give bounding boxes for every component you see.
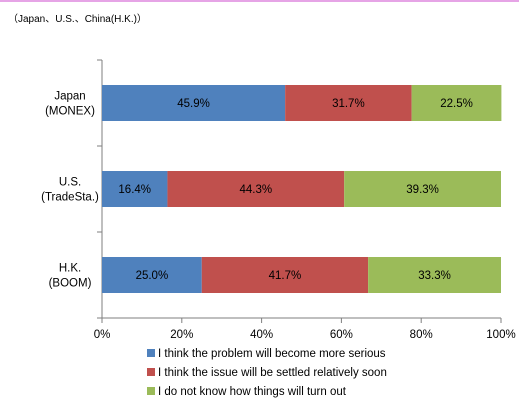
legend-label: I do not know how things will turn out xyxy=(158,386,347,398)
x-tick-label: 80% xyxy=(410,329,433,341)
legend-label: I think the problem will become more ser… xyxy=(158,348,386,360)
chart-subtitle: （Japan、U.S.、China(H.K.)） xyxy=(8,14,147,25)
category-label: U.S. xyxy=(59,177,81,189)
data-label: 44.3% xyxy=(240,184,273,196)
x-tick-label: 40% xyxy=(250,329,273,341)
category-label: (BOOM) xyxy=(49,278,92,290)
bar-segment xyxy=(411,85,502,121)
data-label: 45.9% xyxy=(177,98,210,110)
data-label: 39.3% xyxy=(406,184,439,196)
x-tick-label: 0% xyxy=(94,329,111,341)
bar-segment xyxy=(201,257,369,293)
bar-segment xyxy=(167,171,345,207)
category-label: H.K. xyxy=(59,263,81,275)
category-label: (TradeSta.) xyxy=(41,192,99,204)
category-label: (MONEX) xyxy=(45,106,95,118)
data-label: 33.3% xyxy=(418,270,451,282)
bar-segment xyxy=(102,171,168,207)
data-label: 25.0% xyxy=(136,270,169,282)
legend-swatch xyxy=(147,368,155,376)
legend-swatch xyxy=(147,349,155,357)
legend-label: I think the issue will be settled relati… xyxy=(158,367,387,379)
data-label: 31.7% xyxy=(332,98,365,110)
bar-segment xyxy=(368,257,501,293)
data-label: 16.4% xyxy=(118,184,151,196)
category-label: Japan xyxy=(54,91,85,103)
data-label: 22.5% xyxy=(440,98,473,110)
x-tick-label: 60% xyxy=(330,329,353,341)
legend-swatch xyxy=(147,387,155,395)
bar-segment xyxy=(102,257,202,293)
top-rule xyxy=(0,0,519,2)
bar-segment xyxy=(102,85,286,121)
bar-segment xyxy=(344,171,501,207)
x-tick-label: 100% xyxy=(486,329,515,341)
bar-segment xyxy=(285,85,412,121)
x-tick-label: 20% xyxy=(170,329,193,341)
data-label: 41.7% xyxy=(269,270,302,282)
